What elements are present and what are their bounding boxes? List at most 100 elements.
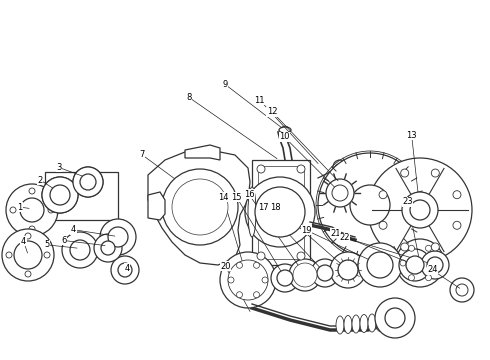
Circle shape [434, 260, 440, 266]
Circle shape [80, 174, 96, 190]
Circle shape [425, 275, 432, 281]
Circle shape [94, 234, 122, 262]
Circle shape [237, 292, 243, 298]
Circle shape [245, 177, 315, 247]
Circle shape [297, 165, 305, 173]
Circle shape [25, 271, 31, 277]
Circle shape [73, 167, 103, 197]
Text: 16: 16 [244, 190, 254, 199]
Text: 14: 14 [218, 193, 228, 202]
Ellipse shape [376, 314, 384, 332]
Circle shape [70, 240, 90, 260]
Text: 24: 24 [427, 266, 438, 274]
Circle shape [385, 308, 405, 328]
Ellipse shape [335, 164, 345, 170]
Circle shape [100, 219, 136, 255]
Text: 12: 12 [267, 107, 277, 116]
Text: 15: 15 [231, 193, 242, 202]
Circle shape [450, 278, 474, 302]
Ellipse shape [352, 315, 360, 333]
Circle shape [14, 241, 42, 269]
Circle shape [318, 153, 422, 257]
Circle shape [20, 198, 44, 222]
Text: 6: 6 [61, 236, 66, 245]
Circle shape [401, 169, 409, 177]
Circle shape [162, 169, 238, 245]
Circle shape [77, 171, 99, 193]
Circle shape [421, 251, 449, 279]
Circle shape [406, 196, 434, 224]
Circle shape [456, 284, 468, 296]
Polygon shape [148, 150, 250, 265]
Circle shape [47, 182, 73, 208]
Circle shape [330, 252, 366, 288]
Ellipse shape [368, 314, 376, 332]
Circle shape [10, 207, 16, 213]
Text: 10: 10 [279, 132, 290, 141]
Text: 5: 5 [44, 240, 49, 249]
Circle shape [409, 275, 415, 281]
Circle shape [453, 191, 461, 199]
Circle shape [379, 191, 387, 199]
Circle shape [101, 241, 115, 255]
Text: 19: 19 [301, 226, 312, 235]
Text: 8: 8 [186, 93, 191, 102]
Circle shape [118, 263, 132, 277]
Circle shape [50, 185, 70, 205]
Circle shape [237, 262, 243, 268]
Circle shape [42, 177, 78, 213]
Circle shape [253, 292, 260, 298]
Circle shape [234, 266, 262, 294]
Circle shape [317, 265, 333, 281]
Circle shape [6, 184, 58, 236]
Circle shape [400, 260, 406, 266]
Circle shape [80, 174, 96, 190]
Circle shape [172, 179, 228, 235]
Text: 2: 2 [38, 176, 43, 185]
Text: 17: 17 [258, 202, 269, 211]
Circle shape [375, 298, 415, 338]
Circle shape [262, 277, 268, 283]
Circle shape [111, 256, 139, 284]
Circle shape [255, 187, 305, 237]
Ellipse shape [384, 313, 392, 331]
Circle shape [431, 243, 440, 251]
Circle shape [326, 179, 354, 207]
Circle shape [29, 226, 35, 232]
Circle shape [406, 256, 424, 274]
Text: 23: 23 [402, 197, 413, 206]
Circle shape [332, 185, 348, 201]
Text: 20: 20 [220, 262, 231, 271]
Circle shape [402, 192, 438, 228]
Text: 13: 13 [406, 131, 417, 140]
Polygon shape [185, 145, 220, 160]
Text: 9: 9 [223, 80, 228, 89]
Circle shape [271, 264, 299, 292]
Circle shape [257, 252, 265, 260]
Text: 4: 4 [125, 264, 130, 273]
Circle shape [6, 252, 12, 258]
Circle shape [311, 259, 339, 287]
Text: 11: 11 [254, 96, 265, 105]
Text: 21: 21 [330, 229, 341, 238]
Circle shape [350, 185, 390, 225]
Circle shape [453, 221, 461, 229]
Text: 3: 3 [56, 163, 61, 172]
Circle shape [50, 185, 70, 205]
Ellipse shape [344, 315, 352, 333]
Text: 7: 7 [140, 150, 145, 159]
Circle shape [410, 200, 430, 220]
Ellipse shape [248, 187, 256, 237]
Circle shape [289, 259, 321, 291]
Circle shape [409, 245, 415, 251]
Circle shape [25, 233, 31, 239]
Circle shape [42, 177, 78, 213]
Circle shape [358, 243, 402, 287]
Circle shape [29, 188, 35, 194]
Circle shape [62, 232, 98, 268]
Circle shape [425, 245, 432, 251]
Circle shape [44, 252, 50, 258]
Circle shape [257, 165, 265, 173]
Circle shape [396, 239, 444, 287]
Text: 22: 22 [339, 233, 350, 242]
